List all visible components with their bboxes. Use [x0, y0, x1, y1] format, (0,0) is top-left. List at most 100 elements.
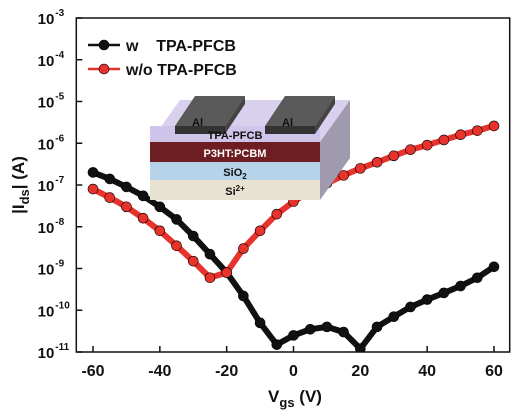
x-tick-label: -60: [81, 363, 104, 380]
y-tick-label: 10: [38, 178, 55, 195]
electrode: [265, 126, 315, 134]
y-tick-exponent: -10: [55, 300, 70, 311]
marker: [271, 208, 283, 220]
y-tick-exponent: -11: [55, 342, 69, 353]
marker: [421, 294, 433, 305]
layer-p3ht: [150, 142, 320, 162]
marker: [137, 212, 149, 224]
marker: [455, 129, 466, 141]
y-tick-label: 10: [38, 136, 55, 153]
marker: [405, 144, 416, 156]
y-tick-label: 10: [38, 262, 55, 279]
marker: [471, 272, 483, 284]
y-label-main: |I: [9, 204, 28, 213]
marker: [104, 173, 116, 185]
marker: [154, 201, 166, 213]
y-tick-label: 10: [38, 53, 55, 70]
y-label-tail: | (A): [9, 156, 28, 189]
marker: [187, 230, 199, 242]
marker: [371, 321, 383, 333]
y-tick-exponent: -5: [55, 92, 64, 103]
y-tick-exponent: -9: [55, 259, 64, 270]
x-axis-label: Vgs (V): [268, 387, 322, 410]
y-tick-base: 10: [38, 178, 55, 195]
marker: [405, 301, 416, 313]
y-tick-label: 10: [38, 303, 55, 320]
layer-label: Si2+: [225, 184, 245, 198]
y-tick-base: 10: [38, 11, 55, 28]
layer-sio2: [150, 162, 320, 180]
marker: [271, 339, 283, 350]
legend-marker: [98, 39, 110, 51]
layer-name: TPA-PFCB: [208, 130, 263, 142]
y-label-sub: ds: [17, 189, 32, 204]
y-tick-base: 10: [38, 53, 55, 70]
marker: [388, 311, 400, 323]
legend-label: w/o TPA-PFCB: [125, 62, 237, 79]
electrode: [175, 96, 245, 126]
y-tick-exponent: -7: [55, 175, 64, 186]
y-tick-exponent: -4: [55, 50, 64, 61]
marker: [171, 214, 182, 225]
marker: [171, 240, 182, 252]
x-tick-label: -40: [148, 363, 171, 380]
marker: [338, 170, 349, 181]
marker: [355, 343, 366, 352]
y-tick-base: 10: [38, 220, 55, 237]
layer-label: TPA-PFCB: [208, 130, 263, 142]
x-label-tail: (V): [295, 387, 322, 406]
marker: [438, 134, 450, 146]
marker: [87, 167, 99, 178]
marker: [488, 261, 500, 273]
legend-marker: [98, 63, 110, 75]
marker: [121, 181, 132, 193]
marker: [388, 150, 400, 162]
x-tick-label: 60: [485, 363, 503, 380]
y-tick-exponent: -6: [55, 133, 64, 144]
marker: [87, 183, 99, 195]
layer-name: SiO: [223, 167, 242, 179]
marker: [154, 225, 166, 237]
marker: [121, 201, 132, 213]
y-tick-label: 10: [38, 95, 55, 112]
marker: [455, 280, 466, 292]
y-tick-base: 10: [38, 136, 55, 153]
layer-label: SiO2: [223, 167, 247, 181]
layer-side-face: [320, 100, 350, 200]
y-tick-exponent: -3: [55, 8, 64, 19]
y-axis-label: |Ids| (A): [9, 156, 32, 214]
marker: [254, 225, 266, 237]
marker: [104, 192, 116, 203]
layer-si: [150, 180, 320, 200]
x-tick-label: -20: [215, 363, 238, 380]
x-tick-label: 40: [418, 363, 436, 380]
electrode: [225, 96, 245, 134]
marker: [471, 125, 483, 136]
marker: [355, 163, 366, 174]
marker: [488, 120, 500, 132]
electrode-label: Al: [282, 117, 293, 129]
y-tick-base: 10: [38, 345, 55, 362]
layer-name: Si: [225, 186, 235, 198]
device-inset: Al Al TPA-PFCB P3HT:PCBM SiO2 Si2+: [150, 96, 350, 200]
marker: [137, 190, 149, 202]
x-label-sub: gs: [279, 395, 294, 410]
electrode: [175, 126, 225, 134]
y-tick-base: 10: [38, 95, 55, 112]
marker: [204, 272, 216, 284]
marker: [338, 326, 349, 338]
marker: [304, 323, 316, 335]
y-tick-base: 10: [38, 262, 55, 279]
marker: [187, 255, 199, 267]
layer-sup: 2+: [236, 184, 245, 193]
marker: [421, 139, 433, 151]
y-tick-base: 10: [38, 303, 55, 320]
marker: [321, 321, 333, 333]
x-label-main: V: [268, 387, 280, 406]
marker: [288, 330, 299, 341]
electrode: [265, 96, 335, 126]
marker: [238, 243, 249, 254]
marker: [371, 156, 383, 168]
layer-name: P3HT:PCBM: [204, 148, 267, 160]
